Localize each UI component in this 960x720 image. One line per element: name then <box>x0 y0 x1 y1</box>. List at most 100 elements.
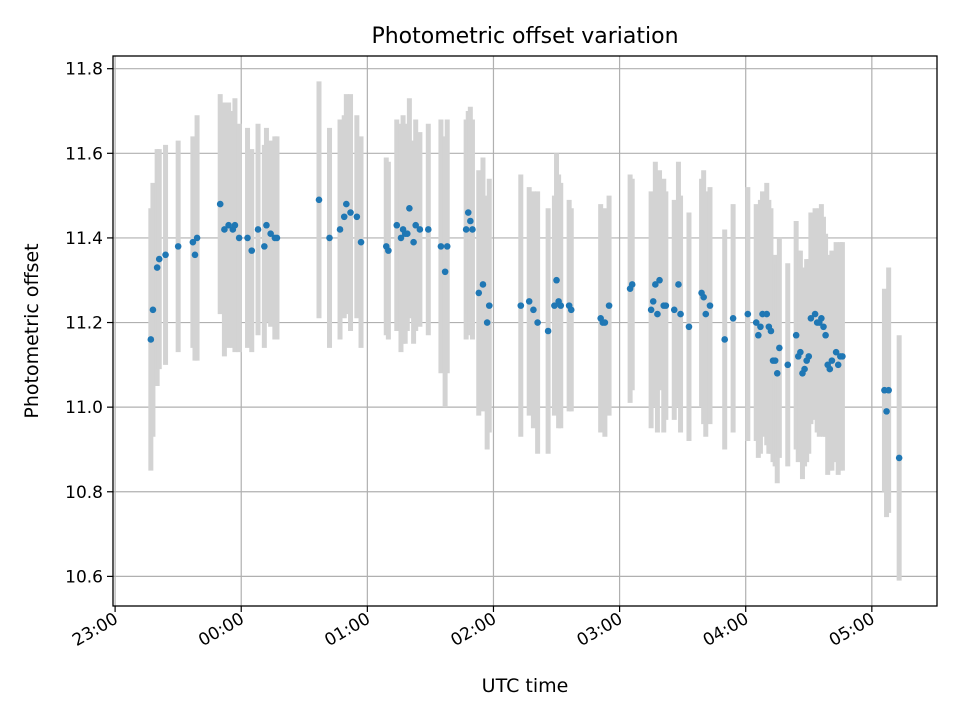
data-point <box>441 268 449 276</box>
data-point <box>155 255 163 263</box>
data-point <box>347 209 354 216</box>
y-axis-label: Photometric offset <box>21 243 43 418</box>
data-point <box>729 315 737 322</box>
data-point <box>828 357 836 364</box>
chart-title: Photometric offset variation <box>371 24 678 49</box>
y-tick-label: 11.6 <box>65 144 103 164</box>
data-point <box>820 323 827 331</box>
data-point <box>525 298 533 305</box>
data-point <box>469 226 476 233</box>
data-point <box>483 319 491 326</box>
data-point <box>412 221 419 229</box>
data-point <box>267 230 274 237</box>
data-point <box>475 289 483 297</box>
data-point <box>662 302 670 309</box>
data-point <box>149 306 157 314</box>
data-point <box>147 336 155 343</box>
data-point <box>811 310 819 318</box>
data-point <box>895 454 903 462</box>
data-point <box>670 306 678 314</box>
data-point <box>834 361 842 369</box>
data-point <box>649 298 657 305</box>
data-point <box>647 306 655 314</box>
x-axis-label: UTC time <box>482 675 569 697</box>
data-point <box>763 310 771 318</box>
data-point <box>551 302 558 309</box>
data-point <box>544 327 552 335</box>
data-point <box>530 306 537 314</box>
data-point <box>462 226 470 233</box>
data-point <box>406 205 413 212</box>
data-point <box>437 243 445 250</box>
data-point <box>315 196 323 204</box>
data-point <box>263 221 270 229</box>
data-point <box>784 361 792 369</box>
data-point <box>244 234 251 242</box>
data-point <box>757 323 764 331</box>
data-point <box>839 353 846 360</box>
data-point <box>443 243 451 250</box>
y-axis-ticks: 10.6 10.8 11.0 11.2 11.4 11.6 11.8 <box>65 60 113 587</box>
data-point <box>340 213 348 221</box>
data-point <box>773 370 781 377</box>
data-point <box>883 408 890 415</box>
data-point <box>410 238 417 246</box>
data-point <box>517 302 525 309</box>
data-point <box>807 315 815 322</box>
data-point <box>654 310 661 318</box>
data-point <box>261 243 268 250</box>
data-point <box>221 226 228 233</box>
data-point <box>248 247 256 254</box>
data-point <box>567 306 575 314</box>
y-tick-label: 11.0 <box>65 398 103 418</box>
data-point <box>553 276 560 284</box>
data-point <box>752 319 760 326</box>
data-point <box>767 327 775 335</box>
data-point <box>721 336 728 343</box>
data-point <box>336 226 344 233</box>
data-points <box>147 196 903 462</box>
data-point <box>792 331 800 339</box>
data-point <box>425 226 432 233</box>
data-point <box>534 319 541 326</box>
data-point <box>826 365 834 373</box>
data-point <box>801 365 808 373</box>
data-point <box>685 323 693 331</box>
data-point <box>702 310 710 318</box>
y-tick-label: 11.8 <box>65 60 103 80</box>
data-point <box>225 221 232 229</box>
data-point <box>235 234 243 242</box>
data-point <box>818 315 825 322</box>
data-point <box>343 200 350 208</box>
data-point <box>797 348 804 356</box>
data-point <box>326 234 333 242</box>
data-point <box>254 226 262 233</box>
data-point <box>153 264 161 271</box>
data-point <box>885 386 892 394</box>
data-point <box>677 310 684 318</box>
plot-frame <box>112 55 938 607</box>
y-tick-label: 10.6 <box>65 567 103 587</box>
data-point <box>189 238 197 246</box>
data-point <box>353 213 361 221</box>
data-point <box>174 243 182 250</box>
data-point <box>216 200 224 208</box>
data-point <box>397 234 405 242</box>
data-point <box>557 302 565 309</box>
data-point <box>416 226 424 233</box>
y-tick-label: 11.4 <box>65 229 103 249</box>
data-point <box>357 238 365 246</box>
data-point <box>393 221 401 229</box>
data-point <box>231 221 239 229</box>
data-point <box>193 234 201 242</box>
data-point <box>744 310 752 318</box>
data-point <box>403 230 411 237</box>
data-point <box>273 234 281 242</box>
data-point <box>656 276 663 284</box>
data-point <box>776 344 783 352</box>
data-point <box>652 281 659 288</box>
data-point <box>700 293 707 301</box>
data-point <box>479 281 487 288</box>
data-point <box>467 217 474 225</box>
